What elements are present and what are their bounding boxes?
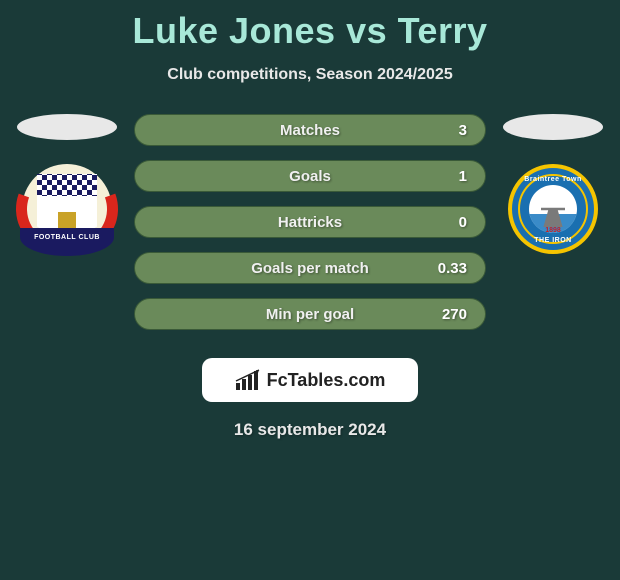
stat-right-value: 3	[421, 122, 467, 139]
stat-row-hattricks: Hattricks 0	[134, 206, 486, 238]
comparison-content: FOOTBALL CLUB Matches 3 Goals 1 Hattrick…	[0, 114, 620, 330]
stat-row-gpm: Goals per match 0.33	[134, 252, 486, 284]
left-crest: FOOTBALL CLUB	[22, 164, 112, 254]
left-crest-banner: FOOTBALL CLUB	[20, 228, 114, 256]
stat-label: Goals	[289, 168, 331, 185]
right-side: Braintree Town 1898 THE IRON	[498, 114, 608, 254]
right-crest-top-text: Braintree Town	[524, 176, 581, 183]
subtitle: Club competitions, Season 2024/2025	[0, 66, 620, 84]
page-title: Luke Jones vs Terry	[0, 0, 620, 52]
right-ellipse	[503, 114, 603, 140]
stat-label: Min per goal	[266, 306, 354, 323]
brand-pill[interactable]: FcTables.com	[202, 358, 418, 402]
stats-column: Matches 3 Goals 1 Hattricks 0 Goals per …	[134, 114, 486, 330]
stat-label: Goals per match	[251, 260, 369, 277]
stat-row-mpg: Min per goal 270	[134, 298, 486, 330]
left-ellipse	[17, 114, 117, 140]
stat-right-value: 0.33	[421, 260, 467, 277]
stat-row-goals: Goals 1	[134, 160, 486, 192]
stat-right-value: 270	[421, 306, 467, 323]
stat-row-matches: Matches 3	[134, 114, 486, 146]
stat-right-value: 0	[421, 214, 467, 231]
stat-label: Hattricks	[278, 214, 342, 231]
stat-label: Matches	[280, 122, 340, 139]
stat-right-value: 1	[421, 168, 467, 185]
right-crest-year: 1898	[545, 227, 561, 234]
date-text: 16 september 2024	[0, 420, 620, 440]
brand-text: FcTables.com	[267, 370, 386, 391]
right-crest-inner-icon	[529, 185, 577, 233]
right-crest-bottom-text: THE IRON	[534, 237, 571, 244]
left-side: FOOTBALL CLUB	[12, 114, 122, 254]
right-crest: Braintree Town 1898 THE IRON	[508, 164, 598, 254]
bar-chart-icon	[235, 369, 261, 391]
